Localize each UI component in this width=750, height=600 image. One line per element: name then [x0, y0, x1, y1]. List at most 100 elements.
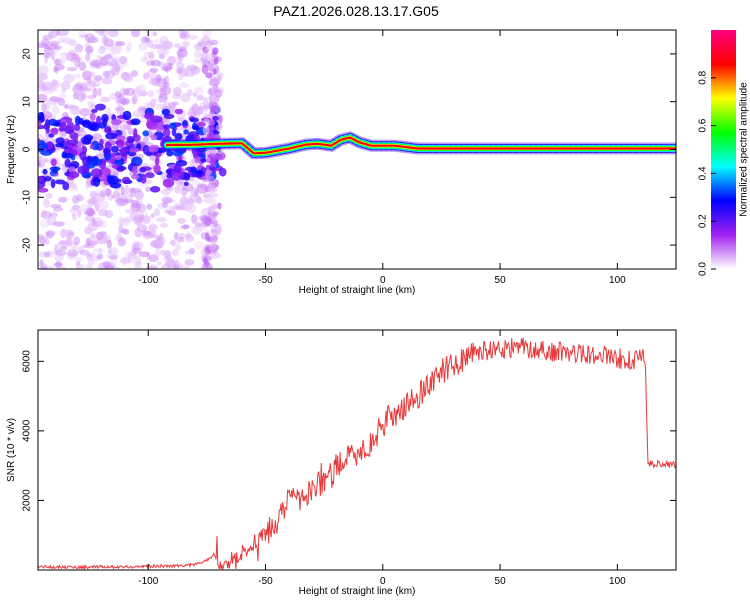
noise-blob — [213, 56, 219, 65]
noise-blob — [38, 187, 49, 193]
x-axis-label: Height of straight line (km) — [299, 586, 416, 597]
y-tick-label: 2000 — [22, 489, 33, 512]
noise-blob — [114, 41, 122, 47]
noise-blob — [118, 56, 128, 65]
colorbar: 0.0 0.2 0.4 0.6 0.8 Normalized spectral ampli… — [698, 30, 750, 276]
noise-blob — [177, 236, 185, 243]
noise-blob — [38, 93, 48, 103]
noise-blob — [53, 206, 64, 212]
noise-blob — [82, 156, 89, 166]
noise-blob — [60, 246, 68, 251]
noise-blob — [78, 61, 87, 71]
noise-blob — [86, 199, 97, 204]
noise-blob — [62, 181, 70, 191]
noise-blob — [38, 118, 42, 128]
noise-blob — [101, 35, 108, 45]
snr-panel: -100 -50 0 50 100 2000 4000 6000 Height of strai… — [6, 329, 677, 597]
noise-blob — [154, 156, 160, 166]
noise-blob — [100, 96, 111, 103]
y-tick-label: -20 — [22, 237, 33, 252]
noise-blob — [124, 184, 130, 195]
noise-blob — [115, 91, 122, 99]
noise-blob — [84, 215, 95, 222]
noise-blob — [87, 264, 93, 269]
noise-blob — [209, 205, 214, 216]
noise-blob — [150, 134, 158, 141]
noise-blob — [120, 186, 125, 196]
noise-blob — [177, 217, 186, 224]
noise-blob — [217, 202, 222, 210]
noise-blob — [52, 213, 58, 220]
ridge-edge — [218, 132, 676, 150]
noise-blob — [97, 220, 108, 228]
noise-blob — [154, 208, 161, 217]
noise-blob — [55, 179, 66, 185]
noise-blob — [90, 233, 97, 239]
noise-blob — [212, 116, 220, 121]
noise-blob — [153, 97, 164, 103]
noise-blob — [85, 52, 91, 62]
noise-blob — [39, 266, 48, 269]
noise-blob — [170, 206, 176, 212]
noise-blob — [119, 124, 132, 131]
noise-blob — [177, 52, 184, 62]
noise-blob — [122, 198, 134, 204]
noise-blob — [215, 151, 226, 161]
noise-blob — [163, 124, 170, 130]
noise-blob — [109, 45, 115, 54]
noise-blob — [110, 194, 116, 199]
noise-blob — [50, 158, 57, 167]
noise-blob — [172, 93, 182, 100]
noise-blob — [116, 139, 125, 149]
y-tick-label: 20 — [22, 48, 33, 60]
noise-blob — [59, 240, 66, 246]
colorbar-tick-label: 0.8 — [698, 70, 709, 84]
noise-blob — [145, 186, 151, 192]
noise-blob — [66, 121, 75, 131]
noise-blob — [53, 221, 65, 227]
noise-blob — [146, 39, 154, 48]
colorbar-tick-label: 0.2 — [698, 214, 709, 228]
x-axis-label: Height of straight line (km) — [299, 285, 416, 296]
noise-blob — [187, 111, 198, 117]
noise-blob — [92, 87, 98, 98]
noise-blob — [40, 210, 52, 219]
noise-blob — [54, 45, 62, 50]
noise-blob — [179, 82, 190, 88]
noise-blob — [188, 193, 201, 203]
noise-blob — [213, 83, 219, 94]
noise-blob — [146, 203, 153, 210]
noise-blob — [64, 158, 71, 168]
x-tick-label: -50 — [258, 275, 273, 286]
noise-blob — [48, 31, 54, 39]
noise-blob — [119, 194, 132, 200]
noise-blob — [159, 249, 165, 255]
noise-blob — [159, 35, 169, 45]
noise-blob — [77, 263, 88, 269]
noise-blob — [44, 112, 53, 119]
x-tick-label: 50 — [495, 275, 507, 286]
y-axis-label: SNR (10 * v/v) — [6, 418, 17, 482]
noise-blob — [196, 121, 206, 127]
noise-blob — [78, 30, 86, 39]
noise-blob — [51, 79, 58, 88]
noise-blob — [71, 58, 79, 65]
noise-blob — [161, 263, 172, 269]
noise-blob — [143, 72, 150, 80]
noise-blob — [87, 71, 96, 78]
noise-blob — [159, 85, 172, 96]
noise-blob — [107, 175, 119, 185]
noise-blob — [184, 250, 194, 255]
noise-blob — [80, 81, 90, 88]
noise-blob — [38, 83, 46, 92]
noise-blob — [131, 30, 141, 38]
noise-blob — [76, 93, 86, 102]
noise-blob — [144, 112, 155, 120]
noise-blob — [38, 41, 41, 47]
noise-blob — [215, 162, 220, 168]
noise-blob — [212, 47, 219, 55]
noise-blob — [85, 237, 92, 247]
noise-blob — [86, 253, 93, 261]
noise-blob — [161, 196, 173, 204]
